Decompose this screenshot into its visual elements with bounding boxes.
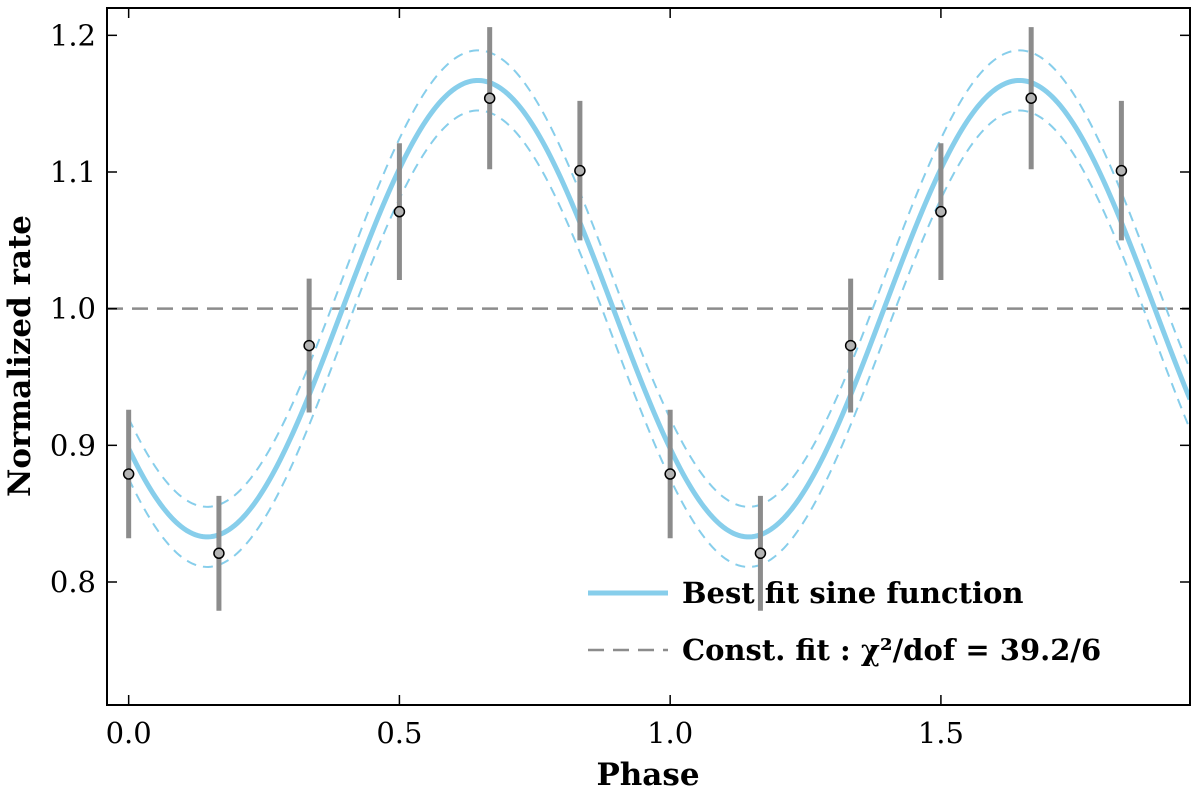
data-point (664, 468, 676, 480)
x-tick-label: 1.0 (647, 716, 693, 750)
data-point (1025, 92, 1037, 104)
y-axis-title: Normalized rate (2, 215, 38, 497)
plot-frame (106, 7, 1191, 706)
legend: Best fit sine function Const. fit : χ²/d… (588, 576, 1101, 667)
ticks-layer: 0.0 0.5 1.0 1.5 0.8 0.9 1.0 1.1 1.2 (50, 8, 1190, 750)
sine-fit-upper-bound (127, 49, 1190, 508)
y-tick-label: 1.2 (50, 18, 96, 52)
data-point (754, 547, 767, 560)
legend-label-const: Const. fit : χ²/dof = 39.2/6 (682, 633, 1101, 667)
legend-label-const-prefix: Const. fit : (682, 633, 861, 667)
x-tick-label: 0.5 (376, 716, 422, 750)
data-point (574, 164, 586, 177)
sine-fit-curve (126, 77, 1190, 540)
data-point (935, 205, 947, 218)
legend-label-const-math: χ²/dof = 39.2/6 (861, 633, 1101, 667)
data-point (1115, 164, 1128, 177)
y-tick-label: 1.0 (50, 292, 96, 326)
x-axis-title: Phase (596, 757, 699, 792)
fit-layer (107, 49, 1190, 568)
sine-fit-lower-bound (127, 109, 1190, 568)
x-tick-label: 1.5 (918, 716, 964, 750)
data-point (393, 205, 406, 218)
y-tick-label: 1.1 (50, 155, 96, 189)
data-point (213, 547, 225, 560)
data-point (122, 468, 135, 480)
points-layer (122, 27, 1128, 611)
data-point (844, 339, 857, 352)
x-tick-label: 0.0 (106, 716, 152, 750)
data-point (303, 339, 315, 352)
legend-label-sine: Best fit sine function (682, 576, 1023, 610)
y-tick-label: 0.8 (50, 565, 96, 599)
data-point (483, 92, 496, 104)
y-tick-label: 0.9 (50, 428, 96, 462)
